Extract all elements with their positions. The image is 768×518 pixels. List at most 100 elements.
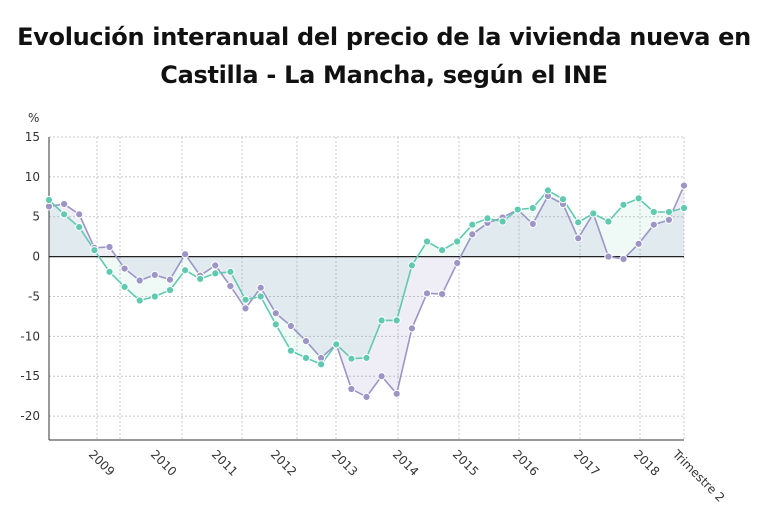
series-area xyxy=(49,190,684,365)
data-point xyxy=(60,210,69,219)
data-point xyxy=(75,210,84,219)
data-point xyxy=(407,324,416,333)
data-point xyxy=(90,246,99,255)
y-tick-label: 5 xyxy=(32,210,40,224)
data-point xyxy=(604,252,613,261)
data-point xyxy=(120,264,129,273)
data-point xyxy=(120,282,129,291)
y-unit-label: % xyxy=(28,111,39,125)
x-tick-label: 2013 xyxy=(329,447,360,478)
data-point xyxy=(392,389,401,398)
x-tick-label: 2010 xyxy=(148,447,179,478)
y-tick-label: 15 xyxy=(25,130,40,144)
data-point xyxy=(453,237,462,246)
y-tick-label: 10 xyxy=(25,170,40,184)
data-point xyxy=(377,316,386,325)
data-point xyxy=(347,384,356,394)
data-point xyxy=(649,220,658,229)
title-line-1: Evolución interanual del precio de la vi… xyxy=(17,23,751,51)
data-point xyxy=(105,242,114,252)
data-point xyxy=(543,186,553,195)
title-line-2: Castilla - La Mancha, según el INE xyxy=(160,61,608,89)
data-point xyxy=(150,270,159,279)
data-point xyxy=(664,207,674,217)
data-point xyxy=(362,392,371,401)
y-tick-label: -5 xyxy=(28,289,40,303)
data-point xyxy=(422,289,432,298)
y-tick-label: -15 xyxy=(20,369,40,383)
data-point xyxy=(483,214,492,223)
data-point xyxy=(679,203,689,213)
data-point xyxy=(286,321,295,331)
data-point xyxy=(165,286,175,295)
data-point xyxy=(407,261,416,270)
y-tick-label: -10 xyxy=(20,329,40,343)
data-point xyxy=(634,194,643,203)
data-point xyxy=(392,316,401,325)
y-tick-label: -20 xyxy=(20,409,40,423)
data-point xyxy=(75,223,84,232)
data-point xyxy=(574,218,583,227)
data-point xyxy=(286,346,295,355)
series-points xyxy=(44,181,689,401)
area-fills xyxy=(49,185,684,397)
data-point xyxy=(105,267,114,276)
data-point xyxy=(226,282,235,291)
data-point xyxy=(150,292,159,301)
data-point xyxy=(332,340,341,349)
data-point xyxy=(196,274,205,283)
data-point xyxy=(679,181,689,190)
x-tick-label: 2011 xyxy=(209,447,240,478)
y-tick-label: 0 xyxy=(32,250,40,264)
x-tick-label: 2009 xyxy=(86,447,117,478)
data-point xyxy=(438,290,447,299)
data-point xyxy=(165,275,175,284)
data-point xyxy=(558,195,568,204)
x-tick-label: 2012 xyxy=(268,447,299,478)
data-point xyxy=(528,219,537,228)
x-tick-label: 2015 xyxy=(450,447,481,478)
data-point xyxy=(271,320,280,329)
data-point xyxy=(44,195,54,205)
data-point xyxy=(211,269,220,278)
data-point xyxy=(181,266,190,275)
data-point xyxy=(241,295,250,304)
data-point xyxy=(649,207,658,217)
x-tick-label: 2017 xyxy=(571,447,602,478)
data-point xyxy=(498,217,507,226)
data-point xyxy=(301,337,311,346)
data-point xyxy=(453,258,462,268)
data-point xyxy=(422,237,432,246)
series-area xyxy=(49,185,684,397)
data-point xyxy=(241,304,250,313)
data-point xyxy=(135,296,144,305)
x-tick-label: 2018 xyxy=(631,447,662,478)
x-tick-label: 2014 xyxy=(390,447,421,478)
y-tick-labels: 15 10 5 0 -5 -10 -15 -20 xyxy=(20,130,40,423)
x-tick-labels: 2009 2010 2011 2012 2013 2014 2015 2016 2017 2018… xyxy=(86,447,728,505)
data-point xyxy=(528,203,537,213)
data-point xyxy=(60,199,69,209)
data-point xyxy=(301,353,311,362)
data-point xyxy=(589,209,598,218)
data-point xyxy=(135,276,144,285)
data-point xyxy=(256,292,265,301)
x-tick-label: 2016 xyxy=(510,447,541,478)
data-point xyxy=(256,283,265,292)
data-point xyxy=(347,354,356,363)
chart-title: Evolución interanual del precio de la vi… xyxy=(0,18,768,94)
data-point xyxy=(619,254,628,264)
data-point xyxy=(211,261,220,270)
data-point xyxy=(574,234,583,243)
data-point xyxy=(513,205,522,214)
data-point xyxy=(664,215,674,224)
data-point xyxy=(468,230,477,239)
data-point xyxy=(377,372,386,381)
data-point xyxy=(634,239,643,248)
x-tick-label: Trimestre 2 xyxy=(669,447,727,505)
data-point xyxy=(181,250,190,259)
data-point xyxy=(271,309,280,318)
data-point xyxy=(438,246,447,255)
data-point xyxy=(362,353,371,362)
